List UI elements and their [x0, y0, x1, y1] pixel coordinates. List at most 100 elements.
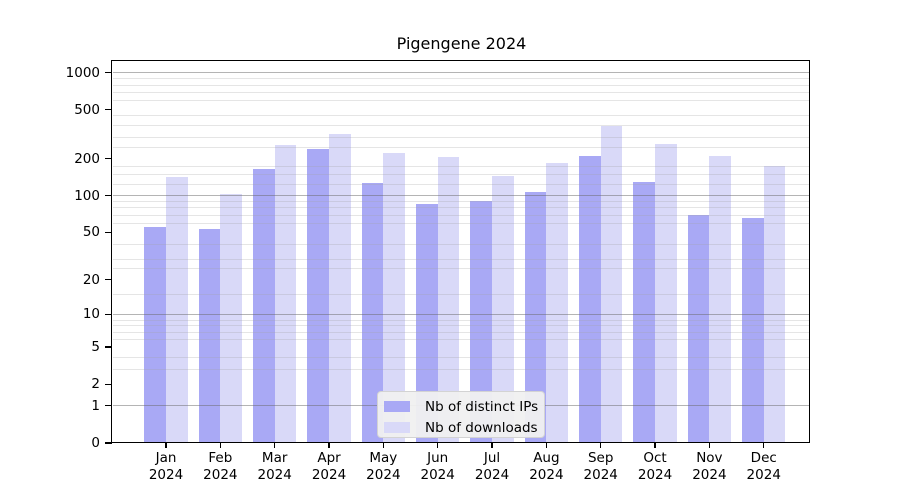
gridline-minor — [113, 258, 810, 260]
legend-label-downloads: Nb of downloads — [425, 419, 538, 436]
y-axis-label: 2 — [91, 376, 100, 393]
gridline-minor — [113, 115, 810, 117]
y-axis-label: 10 — [82, 306, 100, 323]
gridline-minor — [113, 294, 810, 296]
y-axis-label: 100 — [74, 187, 100, 204]
x-axis-tick — [600, 443, 602, 448]
y-axis-label: 1 — [91, 397, 100, 414]
x-axis-label: Feb 2024 — [203, 450, 238, 483]
x-axis-tick — [545, 443, 547, 448]
y-axis-label: 1000 — [65, 64, 100, 81]
gridline-minor — [113, 368, 810, 370]
bar-nb-of-distinct-ips-jun — [416, 203, 438, 443]
gridline-minor — [113, 78, 810, 80]
chart-title: Pigengene 2024 — [396, 34, 527, 53]
bar-nb-of-downloads-apr — [329, 133, 351, 443]
gridline-minor — [113, 319, 810, 321]
bar-nb-of-downloads-dec — [763, 165, 786, 443]
bar-nb-of-distinct-ips-sep — [579, 155, 601, 443]
bar-nb-of-distinct-ips-feb — [198, 229, 221, 443]
y-axis-tick — [105, 158, 112, 160]
y-axis-label: 5 — [91, 338, 100, 355]
gridline-minor — [113, 146, 810, 148]
legend-row-downloads: Nb of downloads — [384, 418, 538, 437]
bar-nb-of-downloads-mar — [274, 145, 297, 443]
gridline-minor — [113, 91, 810, 93]
x-axis-tick — [708, 443, 710, 448]
bar-nb-of-downloads-oct — [655, 144, 677, 443]
x-axis-label: Jan 2024 — [148, 450, 184, 483]
gridline-minor — [113, 214, 810, 216]
x-axis-label: Apr 2024 — [311, 450, 347, 483]
x-axis-label: May 2024 — [366, 450, 401, 483]
x-axis-tick — [165, 443, 167, 448]
bar-nb-of-downloads-aug — [546, 163, 569, 443]
x-axis-tick — [328, 443, 330, 448]
gridline-minor — [113, 174, 810, 176]
x-axis-tick — [763, 443, 765, 448]
gridline-minor — [113, 84, 810, 86]
gridline-minor — [113, 201, 810, 203]
y-axis-tick — [105, 195, 112, 197]
plot-area — [113, 62, 810, 443]
x-axis-tick — [654, 443, 656, 448]
bar-nb-of-downloads-nov — [709, 156, 732, 443]
bar-nb-of-downloads-jul — [492, 176, 514, 443]
y-axis-tick — [105, 442, 112, 444]
y-axis-label: 500 — [74, 101, 100, 118]
y-axis-tick — [105, 279, 112, 281]
gridline-minor — [113, 243, 810, 245]
bar-nb-of-distinct-ips-dec — [742, 217, 764, 443]
gridline-minor — [113, 356, 810, 358]
y-axis-tick — [105, 405, 112, 407]
gridline-minor — [113, 268, 810, 270]
bar-nb-of-distinct-ips-oct — [633, 182, 656, 443]
legend-label-distinct-ips: Nb of distinct IPs — [425, 398, 539, 415]
legend: Nb of distinct IPs Nb of downloads — [377, 391, 545, 438]
legend-swatch-distinct-ips — [384, 401, 410, 412]
y-axis-label: 20 — [82, 271, 100, 288]
bar-nb-of-distinct-ips-jul — [470, 200, 493, 443]
bar-nb-of-downloads-sep — [600, 125, 623, 443]
gridline-minor — [113, 100, 810, 102]
x-axis-tick — [274, 443, 276, 448]
legend-swatch-downloads — [384, 422, 410, 433]
gridline-minor — [113, 137, 810, 139]
x-axis-label: Jul 2024 — [474, 450, 510, 483]
bar-nb-of-downloads-jan — [166, 177, 188, 443]
gridline-major — [113, 72, 810, 74]
gridline-minor — [113, 338, 810, 340]
y-axis-label: 0 — [91, 435, 100, 451]
gridline-minor — [113, 207, 810, 209]
x-axis-tick — [491, 443, 493, 448]
x-axis-tick — [437, 443, 439, 448]
bar-nb-of-distinct-ips-apr — [307, 149, 329, 443]
y-axis-tick — [105, 346, 112, 348]
gridline-minor — [113, 183, 810, 185]
bar-nb-of-distinct-ips-may — [361, 182, 384, 443]
x-axis-label: Aug 2024 — [529, 450, 564, 483]
y-axis-tick — [105, 383, 112, 385]
y-axis-tick — [105, 231, 112, 233]
x-axis-label: Sep 2024 — [583, 450, 618, 483]
gridline-major — [113, 313, 810, 316]
bar-nb-of-downloads-feb — [220, 194, 243, 443]
x-axis-label: Nov 2024 — [692, 450, 727, 483]
x-axis-tick — [382, 443, 384, 448]
y-axis-tick — [105, 72, 112, 74]
y-axis-tick — [105, 313, 112, 316]
gridline-minor — [113, 325, 810, 327]
bar-nb-of-distinct-ips-aug — [524, 192, 547, 443]
bar-nb-of-downloads-jun — [437, 157, 460, 443]
y-axis-label: 50 — [82, 224, 100, 241]
legend-row-distinct-ips: Nb of distinct IPs — [384, 397, 539, 416]
gridline-minor — [113, 125, 810, 127]
gridline-minor — [113, 331, 810, 333]
x-axis-tick — [219, 443, 221, 448]
bar-nb-of-distinct-ips-mar — [252, 169, 275, 443]
x-axis-label: Dec 2024 — [746, 450, 781, 483]
gridline-minor — [113, 165, 810, 167]
gridline-minor — [113, 222, 810, 224]
bar-nb-of-distinct-ips-nov — [687, 215, 710, 443]
